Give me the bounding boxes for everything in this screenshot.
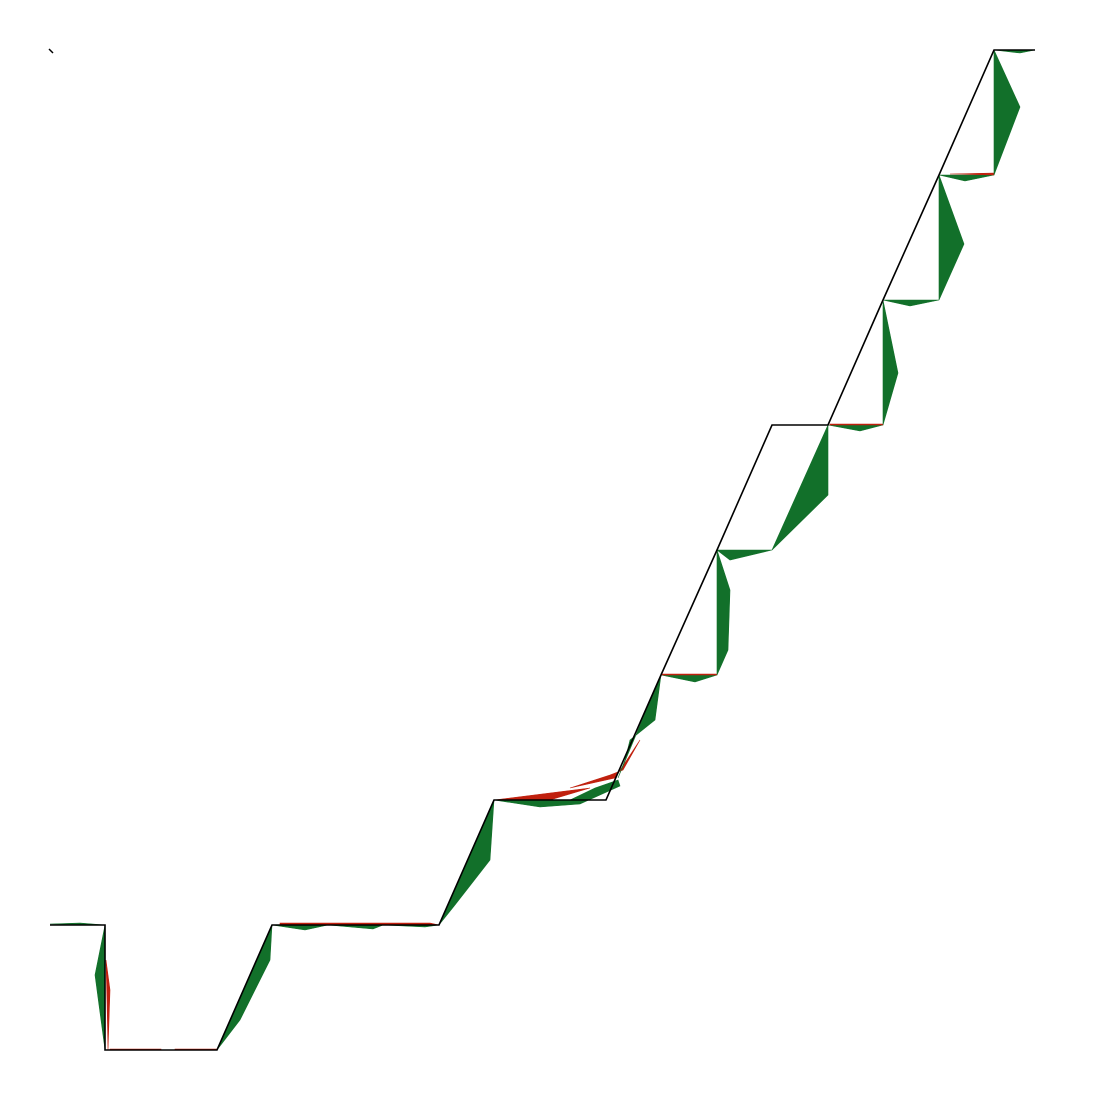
fill-polygon-above-26 xyxy=(993,49,1021,176)
fill-polygon-above-18 xyxy=(771,424,829,551)
fill-polygon-below-1 xyxy=(105,959,111,1051)
fill-polygon-above-14 xyxy=(660,674,718,683)
reference-line-layer xyxy=(50,49,1035,1051)
fill-polygon-above-21 xyxy=(882,299,899,426)
fill-polygon-above-16 xyxy=(716,549,731,676)
fill-polygon-below-15 xyxy=(660,673,718,676)
corner-tick-mark xyxy=(48,48,54,54)
marks-layer xyxy=(48,48,54,54)
fill-polygon-below-20 xyxy=(829,423,884,426)
reference-step-line xyxy=(50,49,1035,1051)
fill-polygon-above-24 xyxy=(938,174,995,182)
fill-layer xyxy=(49,49,1036,1051)
fill-polygon-below-12 xyxy=(569,739,641,789)
fill-polygon-above-17 xyxy=(716,549,773,561)
fill-polygon-above-19 xyxy=(827,424,884,432)
fill-polygon-above-23 xyxy=(938,174,965,301)
fill-polygon-above-0 xyxy=(49,922,106,1051)
fill-polygon-above-22 xyxy=(882,299,940,307)
